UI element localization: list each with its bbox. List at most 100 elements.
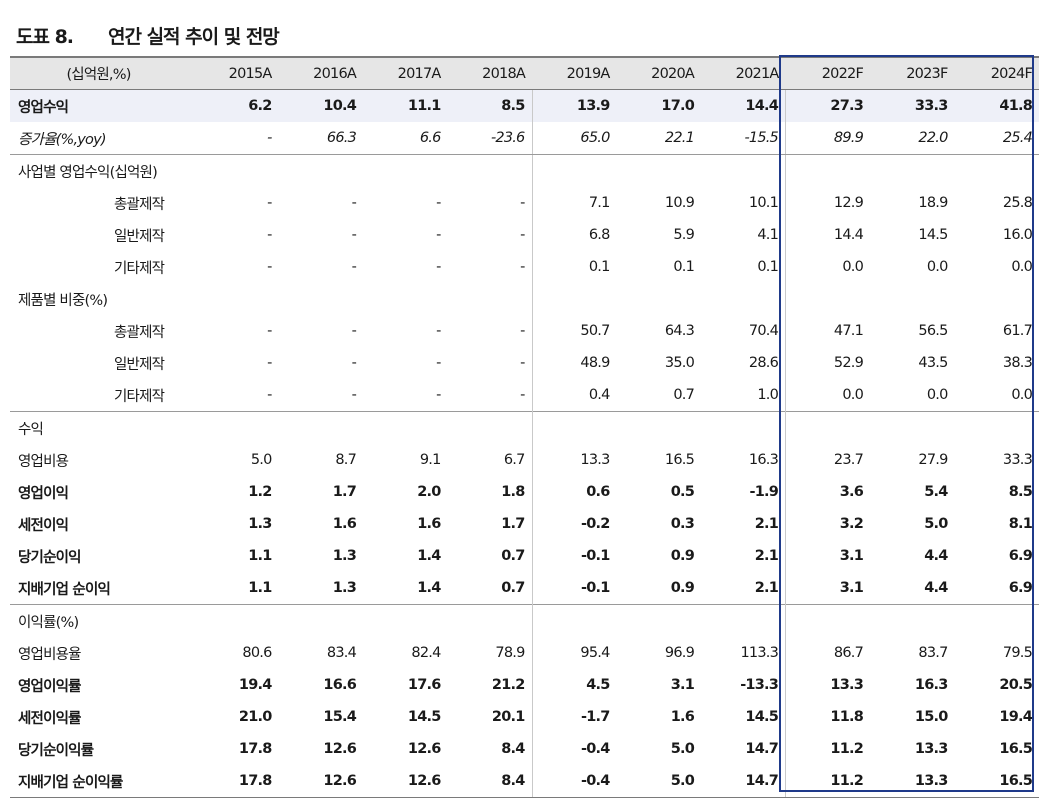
value-cell: 3.1 [785,572,870,605]
value-cell: 25.4 [954,122,1039,155]
value-cell [447,154,532,187]
value-cell: 3.1 [785,540,870,572]
value-cell: 1.3 [332,548,357,564]
value-cell: 0.7 [673,387,694,403]
value-cell [701,283,786,315]
header-year-cell: 2016A [278,56,363,90]
table-row: 당기순이익 1.1 1.3 1.4 0.7 -0.1 0.9 2.1 3.1 4.4 6.9 [10,540,1039,572]
value-cell [617,283,702,315]
table-row: 세전이익 1.3 1.6 1.6 1.7 -0.2 0.3 2.1 3.2 5.0 8.1 [10,508,1039,540]
value-cell: - [520,259,525,275]
value-cell [447,411,532,444]
value-cell: 5.4 [924,484,948,500]
value-cell: - [436,195,441,211]
header-year-cell: 2023F [870,56,955,90]
value-cell [194,604,279,637]
value-cell: 2.0 [417,484,441,500]
value-cell: 19.4 [999,709,1032,725]
value-cell: 12.6 [407,741,441,757]
table-row: 지배기업 순이익 1.1 1.3 1.4 0.7 -0.1 0.9 2.1 3.1 4.4 6.9 [10,572,1039,605]
value-cell: 56.5 [918,323,948,339]
value-cell: 35.0 [664,355,695,371]
value-cell [278,604,363,637]
value-cell: 10.1 [748,195,779,211]
value-cell: 27.3 [785,89,870,122]
value-cell: 6.9 [1008,548,1033,564]
value-cell: 22.1 [616,122,701,155]
row-label: 당기순이익 [18,549,82,566]
value-cell: - [267,195,272,211]
table-row: 일반제작 - - - -6.8 5.9 4.1 14.4 14.5 16.0 [10,219,1039,251]
value-cell: 17.8 [194,765,279,798]
value-cell: 48.9 [531,347,617,379]
value-cell: 0.6 [531,476,617,508]
value-cell: 33.3 [870,89,955,122]
value-cell: 0.0 [1011,259,1032,275]
value-cell: 6.6 [363,122,448,155]
value-cell: 1.0 [757,387,778,403]
value-cell: 8.5 [447,89,532,122]
value-cell: 1.4 [417,580,441,596]
value-cell: - [351,323,357,339]
value-cell: 1.7 [332,484,357,500]
value-cell: 15.4 [323,709,356,725]
value-cell: -0.1 [531,572,617,605]
value-cell: 1.1 [248,548,272,564]
header-year-cell: 2022F [785,56,870,90]
row-label: 기타제작 [114,260,165,277]
value-cell: 12.6 [278,765,363,798]
value-cell: 11.1 [363,89,448,122]
value-cell: 14.7 [745,741,778,757]
table-row: 영업비용율 80.6 83.4 82.4 78.9 95.4 96.9 113.3 86.7 83… [10,637,1039,669]
value-cell: - [520,323,525,339]
value-cell: 19.4 [238,677,272,693]
value-cell [785,604,870,637]
value-cell: - [267,259,272,275]
value-cell [363,411,448,444]
value-cell: 2.1 [754,580,779,596]
table-row: 증가율(%,yoy) -66.3 6.6 -23.6 65.0 22.1 -15.5 89.9… [10,122,1039,155]
value-cell: 0.3 [670,516,695,532]
value-cell: 8.4 [501,741,525,757]
value-cell: 82.4 [411,645,441,661]
value-cell: 16.3 [748,452,779,468]
value-cell: 8.5 [1008,484,1033,500]
value-cell: 7.1 [531,187,617,219]
value-cell: 83.4 [326,645,357,661]
value-cell: 3.1 [670,677,695,693]
value-cell: 18.9 [918,195,948,211]
value-cell: 5.0 [250,452,272,468]
value-cell: 16.6 [323,677,356,693]
table-row: 일반제작 - - - -48.9 35.0 28.6 52.9 43.5 38.3 [10,347,1039,379]
value-cell: 20.1 [491,709,525,725]
header-year-cell: 2018A [447,56,532,90]
table-row: 수익 [10,411,1039,444]
value-cell: 0.0 [785,251,870,283]
row-label: 총괄제작 [114,324,165,341]
header-year-cell: 2021A [701,56,786,90]
value-cell: 1.6 [670,709,695,725]
value-cell: 113.3 [740,645,778,661]
value-cell [531,411,617,444]
row-label: 이익률(%) [10,604,194,637]
value-cell: - [267,387,272,403]
value-cell [955,283,1040,315]
value-cell: 4.4 [924,580,948,596]
value-cell: 6.8 [531,219,617,251]
value-cell: -13.3 [740,677,779,693]
value-cell: 12.6 [323,741,356,757]
table-row: 총괄제작 - - - -7.1 10.9 10.1 12.9 18.9 25.8 [10,187,1039,219]
value-cell: 1.6 [332,516,357,532]
value-cell [363,604,448,637]
value-cell: 8.7 [335,452,356,468]
value-cell: - [520,195,525,211]
table-row: 당기순이익률 17.8 12.6 12.6 8.4 -0.4 5.0 14.7 11.2 13.3… [10,733,1039,765]
value-cell: 2.1 [754,516,779,532]
value-cell: 14.4 [785,219,870,251]
value-cell: 0.7 [501,580,525,596]
value-cell: 41.8 [954,89,1039,122]
row-label: 사업별 영업수익(십억원) [10,154,194,187]
value-cell: 17.6 [407,677,441,693]
value-cell [448,283,533,315]
value-cell: 14.5 [918,227,948,243]
